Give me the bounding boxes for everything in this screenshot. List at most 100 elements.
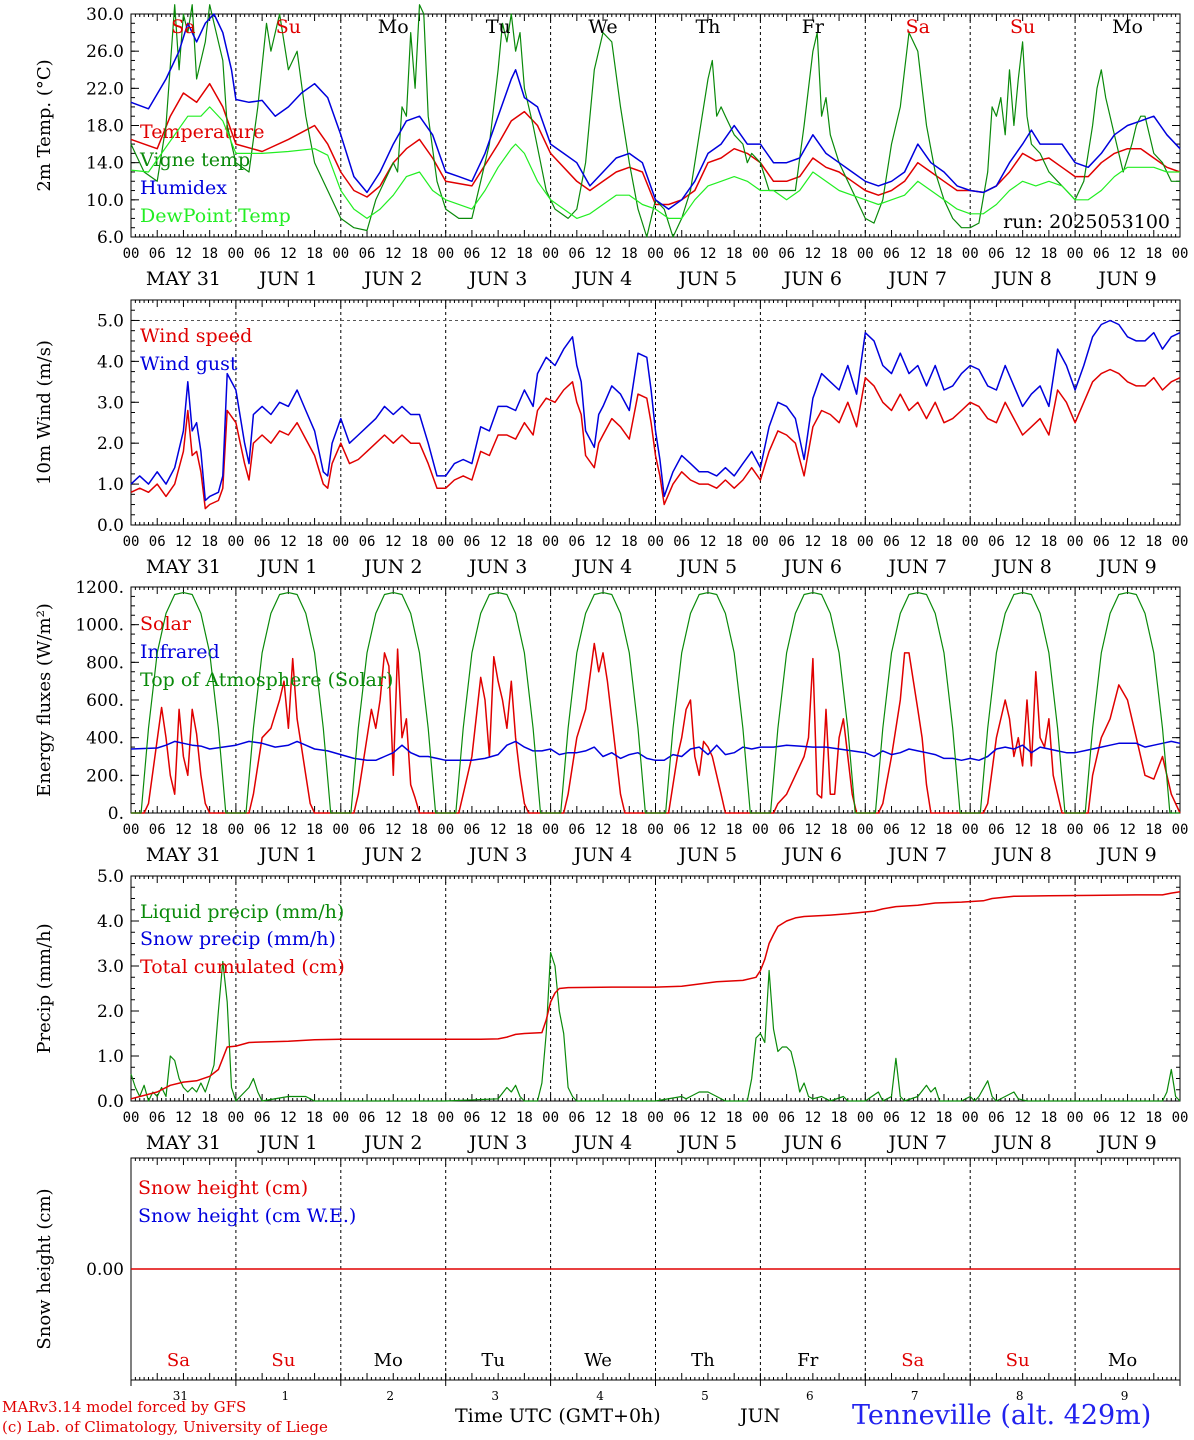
hour-label: 00 xyxy=(857,1110,874,1126)
hour-label: 00 xyxy=(857,534,874,550)
date-label: JUN 2 xyxy=(362,268,422,290)
hour-label: 12 xyxy=(280,822,297,838)
hour-label: 06 xyxy=(359,822,376,838)
hour-label: 18 xyxy=(726,822,743,838)
hour-label: 00 xyxy=(542,822,559,838)
date-label: JUN 7 xyxy=(887,844,947,866)
date-label: JUN 1 xyxy=(257,1132,317,1154)
day-number: 31 xyxy=(173,1389,188,1403)
wind-panel: 0.0 1.0 2.0 3.0 4.0 5.0 10m Wind (m/s) Wind spe… xyxy=(34,299,1189,578)
hour-label: 00 xyxy=(647,822,664,838)
hour-label: 06 xyxy=(254,1110,271,1126)
date-label: JUN 6 xyxy=(782,844,842,866)
weekday-label: Mo xyxy=(1112,16,1143,38)
date-label: JUN 8 xyxy=(991,844,1051,866)
hour-label: 18 xyxy=(726,246,743,262)
hour-label: 18 xyxy=(411,1110,428,1126)
y-axis-label: Energy fluxes (W/m²) xyxy=(34,603,55,797)
hour-label: 18 xyxy=(411,246,428,262)
hour-label: 06 xyxy=(149,1110,166,1126)
legend-entry: Humidex xyxy=(140,177,227,199)
hour-label: 00 xyxy=(332,1110,349,1126)
series-line-liquid-precip-mm-h- xyxy=(130,951,1181,1102)
legend-entry: Temperature xyxy=(140,121,264,143)
legend-entry: Liquid precip (mm/h) xyxy=(140,901,344,923)
hour-label: 18 xyxy=(201,822,218,838)
hour-label: 18 xyxy=(516,534,533,550)
legend-entry: DewPoint Temp xyxy=(140,205,291,227)
hour-label: 06 xyxy=(463,1110,480,1126)
hour-label: 12 xyxy=(595,246,612,262)
hour-label: 06 xyxy=(254,534,271,550)
hour-label: 12 xyxy=(490,1110,507,1126)
precip-panel: 0.0 1.0 2.0 3.0 4.0 5.0 Precip (mm/h) Liquid pr… xyxy=(34,867,1188,1154)
hour-label: 18 xyxy=(201,534,218,550)
y-tick-label: 18.0 xyxy=(86,117,124,137)
hour-label: 18 xyxy=(1145,534,1162,550)
legend-entry: Snow height (cm) xyxy=(138,1177,308,1199)
day-number: 5 xyxy=(701,1389,709,1403)
hour-label: 18 xyxy=(621,822,638,838)
date-label: JUN 7 xyxy=(887,1132,947,1154)
hour-label: 12 xyxy=(280,534,297,550)
hour-label: 12 xyxy=(595,822,612,838)
hour-label: 06 xyxy=(883,1110,900,1126)
day-number: 8 xyxy=(1016,1389,1024,1403)
weekday-label: Sa xyxy=(901,1350,924,1371)
hour-label: 12 xyxy=(700,534,717,550)
hour-label: 18 xyxy=(936,822,953,838)
hour-label: 06 xyxy=(883,822,900,838)
hour-label: 18 xyxy=(201,1110,218,1126)
hour-label: 18 xyxy=(1145,246,1162,262)
y-tick-label: 1.0 xyxy=(97,475,124,495)
series-line-humidex xyxy=(130,13,1181,210)
y-tick-label: 4.0 xyxy=(97,912,124,932)
hour-label: 18 xyxy=(306,246,323,262)
series-line-total-cumulated-cm- xyxy=(130,891,1181,1100)
date-label: MAY 31 xyxy=(146,844,221,866)
hour-label: 12 xyxy=(804,246,821,262)
hour-label: 00 xyxy=(1172,534,1189,550)
hour-label: 06 xyxy=(1093,822,1110,838)
hour-label: 18 xyxy=(411,534,428,550)
y-tick-label: 4.0 xyxy=(97,352,124,372)
date-label: JUN 2 xyxy=(362,1132,422,1154)
hour-label: 12 xyxy=(1014,1110,1031,1126)
series-line-top-of-atmosphere-solar- xyxy=(131,591,1180,814)
hour-label: 06 xyxy=(359,534,376,550)
hour-label: 06 xyxy=(359,1110,376,1126)
legend-entry: Total cumulated (cm) xyxy=(140,956,345,978)
hour-label: 12 xyxy=(175,534,192,550)
hour-label: 18 xyxy=(306,822,323,838)
hour-label: 06 xyxy=(988,822,1005,838)
copyright: (c) Lab. of Climatology, University of L… xyxy=(2,1418,328,1436)
hour-label: 06 xyxy=(1093,1110,1110,1126)
day-number: 6 xyxy=(806,1389,814,1403)
y-tick-label: 800. xyxy=(86,653,124,673)
hour-label: 00 xyxy=(857,246,874,262)
hour-label: 12 xyxy=(909,1110,926,1126)
y-tick-label: 26.0 xyxy=(86,42,124,62)
weekday-label: Sa xyxy=(906,16,930,38)
hour-label: 12 xyxy=(280,246,297,262)
hour-label: 00 xyxy=(857,822,874,838)
hour-label: 00 xyxy=(123,534,140,550)
run-label: run: 2025053100 xyxy=(1003,211,1170,233)
hour-label: 06 xyxy=(778,534,795,550)
hour-label: 00 xyxy=(1067,1110,1084,1126)
hour-label: 00 xyxy=(647,534,664,550)
hour-label: 00 xyxy=(752,1110,769,1126)
weekday-label: Tu xyxy=(486,16,511,38)
date-label: MAY 31 xyxy=(146,1132,221,1154)
hour-label: 00 xyxy=(647,246,664,262)
weekday-label: Th xyxy=(691,1350,715,1371)
station-title: Tenneville (alt. 429m) xyxy=(852,1400,1152,1431)
hour-label: 06 xyxy=(463,534,480,550)
weekday-label: We xyxy=(584,1350,612,1371)
weekday-label: Sa xyxy=(171,16,195,38)
legend-entry: Snow precip (mm/h) xyxy=(140,928,336,950)
hour-label: 00 xyxy=(332,534,349,550)
hour-label: 18 xyxy=(516,822,533,838)
hour-label: 00 xyxy=(542,534,559,550)
hour-label: 00 xyxy=(123,822,140,838)
